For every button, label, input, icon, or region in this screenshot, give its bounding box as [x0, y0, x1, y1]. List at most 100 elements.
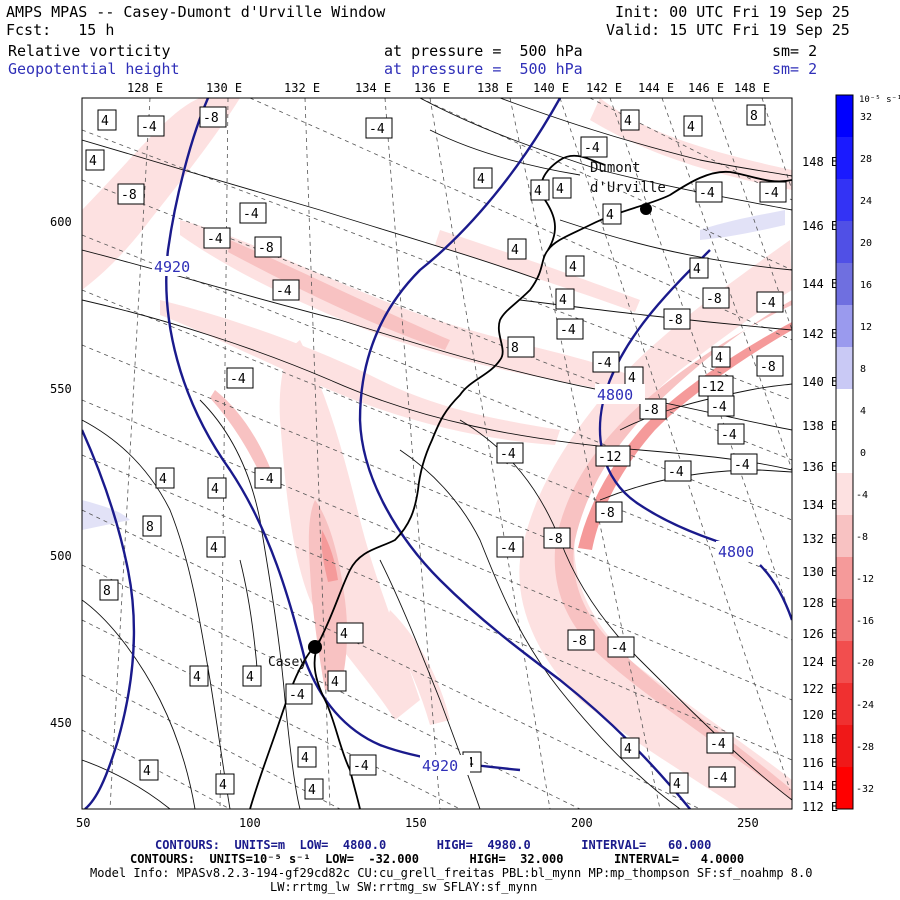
vort-label: -4 [276, 284, 292, 299]
top-lon-label: 136 E [414, 81, 450, 95]
vort-label: -4 [243, 207, 259, 222]
colorbar-box [836, 473, 853, 516]
top-lon-label: 146 E [688, 81, 724, 95]
colorbar-label: -8 [856, 532, 868, 543]
colorbar-box [836, 725, 853, 768]
right-lon-label: 116 E [802, 756, 838, 770]
x-axis-ticks: 50 100 150 200 250 [76, 816, 759, 830]
colorbar-label: 12 [860, 322, 872, 333]
vort-label: 4 [246, 670, 254, 685]
colorbar-box [836, 767, 853, 810]
height-labels: 4920 4800 4800 4920 [152, 256, 766, 775]
colorbar-box [836, 515, 853, 558]
height-label: 4800 [718, 543, 754, 561]
vort-label: -12 [598, 450, 621, 465]
vort-label: -4 [500, 541, 516, 556]
field2-level: at pressure = 500 hPa [384, 60, 583, 78]
vort-label: -8 [121, 188, 137, 203]
colorbar-label: -24 [856, 700, 874, 711]
colorbar-box [836, 179, 853, 222]
vort-label: 4 [159, 472, 167, 487]
station-label-durville: d'Urville [590, 180, 666, 196]
vort-label: -8 [547, 532, 563, 547]
y-tick: 600 [50, 215, 72, 229]
right-lon-label: 136 E [802, 460, 838, 474]
vort-label: -4 [710, 737, 726, 752]
vort-label: 4 [101, 114, 109, 129]
field1-level: at pressure = 500 hPa [384, 42, 583, 60]
right-lon-label: 130 E [802, 565, 838, 579]
x-tick: 200 [571, 816, 593, 830]
vort-label: -4 [560, 323, 576, 338]
vort-label: 4 [477, 172, 485, 187]
right-lon-label: 134 E [802, 498, 838, 512]
vort-label: 4 [673, 777, 681, 792]
vort-label: -8 [643, 403, 659, 418]
top-lon-label: 132 E [284, 81, 320, 95]
top-longitude-labels: 128 E 130 E 132 E 134 E 136 E 138 E 140 … [127, 81, 770, 95]
colorbar-label: 28 [860, 154, 872, 165]
colorbar-box [836, 599, 853, 642]
right-lon-label: 126 E [802, 627, 838, 641]
vort-label: -4 [699, 186, 715, 201]
colorbar-box [836, 137, 853, 180]
height-label: 4920 [154, 258, 190, 276]
vort-label: -4 [712, 771, 728, 786]
vort-label: -4 [734, 458, 750, 473]
vort-label: 4 [301, 751, 309, 766]
x-tick: 250 [737, 816, 759, 830]
vort-label: 4 [534, 184, 542, 199]
forecast-hour: Fcst: 15 h [6, 21, 115, 39]
vort-label: -4 [230, 372, 246, 387]
colorbar-label: -16 [856, 616, 874, 627]
vort-label: 4 [143, 764, 151, 779]
colorbar-label: -32 [856, 784, 874, 795]
height-label: 4920 [422, 757, 458, 775]
right-lon-label: 142 E [802, 327, 838, 341]
field1-name: Relative vorticity [8, 42, 171, 60]
vort-label: -4 [584, 141, 600, 156]
vort-label: 8 [750, 109, 758, 124]
colorbar-label: -20 [856, 658, 874, 669]
colorbar-box [836, 683, 853, 726]
vort-label: 8 [146, 520, 154, 535]
vort-label: -4 [611, 641, 627, 656]
vort-label: 4 [193, 670, 201, 685]
colorbar-box [836, 263, 853, 306]
right-lon-label: 138 E [802, 419, 838, 433]
vort-label: 4 [331, 675, 339, 690]
colorbar-label: 16 [860, 280, 872, 291]
field2-name: Geopotential height [8, 60, 180, 78]
vort-label: -8 [706, 292, 722, 307]
colorbar-label: 4 [860, 406, 866, 417]
vort-label: -4 [141, 120, 157, 135]
colorbar-label: 8 [860, 364, 866, 375]
vort-label: -8 [760, 360, 776, 375]
vort-label: 4 [687, 120, 695, 135]
vort-label: -4 [369, 122, 385, 137]
vort-label: 4 [693, 262, 701, 277]
model-info-physics: LW:rrtmg_lw SW:rrtmg_sw SFLAY:sf_mynn [270, 880, 538, 894]
y-tick: 500 [50, 549, 72, 563]
field2-smoothing: sm= 2 [772, 60, 818, 78]
vort-label: 4 [715, 351, 723, 366]
colorbar-label: 32 [860, 112, 872, 123]
contour-info-height: CONTOURS: UNITS=m LOW= 4800.0 HIGH= 4980… [155, 838, 712, 852]
vort-label: 4 [308, 783, 316, 798]
x-tick: 100 [239, 816, 261, 830]
stations: Dumont d'Urville Casey [268, 160, 666, 670]
x-tick: 150 [405, 816, 427, 830]
vort-label: 4 [628, 371, 636, 386]
vort-label: 4 [624, 742, 632, 757]
colorbar-box [836, 431, 853, 474]
top-lon-label: 130 E [206, 81, 242, 95]
vort-label: 4 [89, 154, 97, 169]
right-longitude-labels: 148 E 146 E 144 E 142 E 140 E 138 E 136 … [802, 155, 838, 814]
vort-label: -8 [571, 634, 587, 649]
colorbar: 10⁻⁵ s⁻¹ 32 28 24 20 16 12 8 4 0 -4 -8 -12 -16 -20 -24… [835, 94, 900, 810]
vort-label: 4 [219, 778, 227, 793]
x-tick: 50 [76, 816, 90, 830]
top-lon-label: 140 E [533, 81, 569, 95]
vort-label: -4 [668, 465, 684, 480]
